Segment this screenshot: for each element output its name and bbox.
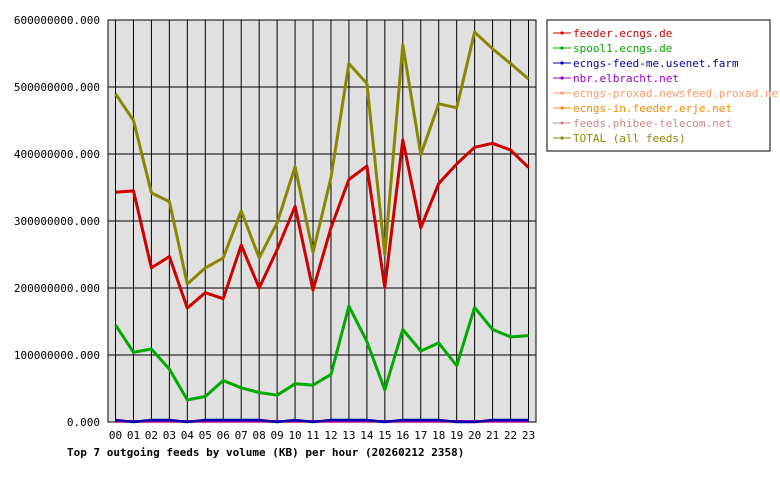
legend-label: ecngs-feed-me.usenet.farm (573, 57, 739, 70)
x-tick-label: 00 (109, 429, 122, 442)
legend: feeder.ecngs.de spool1.ecngs.de ecngs-feed… (546, 19, 780, 152)
y-tick-label: 500000000.000 (14, 81, 100, 94)
series-line (114, 304, 529, 402)
y-tick-label: 100000000.000 (14, 349, 100, 362)
legend-swatch-marker (560, 106, 564, 110)
x-axis-ticks: 00 01 02 03 04 05 06 07 08 09 10 11 12 13 14 15 16 17 18 19… (109, 429, 535, 442)
x-tick-label: 11 (306, 429, 319, 442)
legend-label: feeds.phibee-telecom.net (573, 117, 732, 130)
legend-swatch-marker (560, 121, 564, 125)
x-tick-label: 09 (270, 429, 283, 442)
y-tick-label: 600000000.000 (14, 14, 100, 27)
y-tick-label: 200000000.000 (14, 282, 100, 295)
x-tick-label: 14 (360, 429, 374, 442)
legend-label: nbr.elbracht.net (573, 72, 679, 85)
legend-label: TOTAL (all feeds) (573, 132, 686, 145)
x-tick-label: 02 (145, 429, 158, 442)
y-tick-label: 300000000.000 (14, 215, 100, 228)
legend-swatch-marker (560, 91, 564, 95)
x-tick-label: 13 (342, 429, 355, 442)
x-tick-label: 17 (414, 429, 427, 442)
legend-label: ecngs-proxad.newsfeed.proxad.net (573, 87, 780, 100)
y-axis-ticks: 0.000 100000000.000 200000000.000 300000000… (14, 14, 100, 429)
x-tick-label: 18 (432, 429, 445, 442)
legend-box (546, 19, 771, 152)
x-tick-label: 07 (235, 429, 248, 442)
x-tick-label: 01 (127, 429, 140, 442)
x-tick-label: 23 (522, 429, 535, 442)
series-line (115, 138, 530, 310)
y-tick-label: 0.000 (67, 416, 100, 429)
series-group (114, 30, 530, 424)
legend-swatch-marker (560, 61, 564, 65)
legend-label: feeder.ecngs.de (573, 27, 672, 40)
legend-label: spool1.ecngs.de (573, 42, 672, 55)
x-tick-label: 21 (486, 429, 499, 442)
series-line (114, 30, 530, 286)
x-tick-label: 06 (217, 429, 230, 442)
y-tick-label: 400000000.000 (14, 148, 100, 161)
x-tick-label: 03 (163, 429, 176, 442)
x-tick-label: 15 (378, 429, 391, 442)
x-tick-label: 20 (468, 429, 481, 442)
legend-label: ecngs-in.feeder.erje.net (573, 102, 732, 115)
x-tick-label: 08 (253, 429, 266, 442)
x-tick-label: 19 (450, 429, 463, 442)
x-tick-label: 05 (199, 429, 212, 442)
series-line (115, 418, 529, 424)
x-tick-label: 16 (396, 429, 409, 442)
chart-title: Top 7 outgoing feeds by volume (KB) per … (67, 446, 464, 459)
x-tick-label: 12 (324, 429, 337, 442)
legend-swatch-marker (560, 136, 564, 140)
x-tick-label: 04 (181, 429, 195, 442)
legend-swatch-marker (560, 46, 564, 50)
x-tick-label: 22 (504, 429, 517, 442)
legend-swatch-marker (560, 76, 564, 80)
legend-swatch-marker (560, 31, 564, 35)
x-tick-label: 10 (288, 429, 301, 442)
